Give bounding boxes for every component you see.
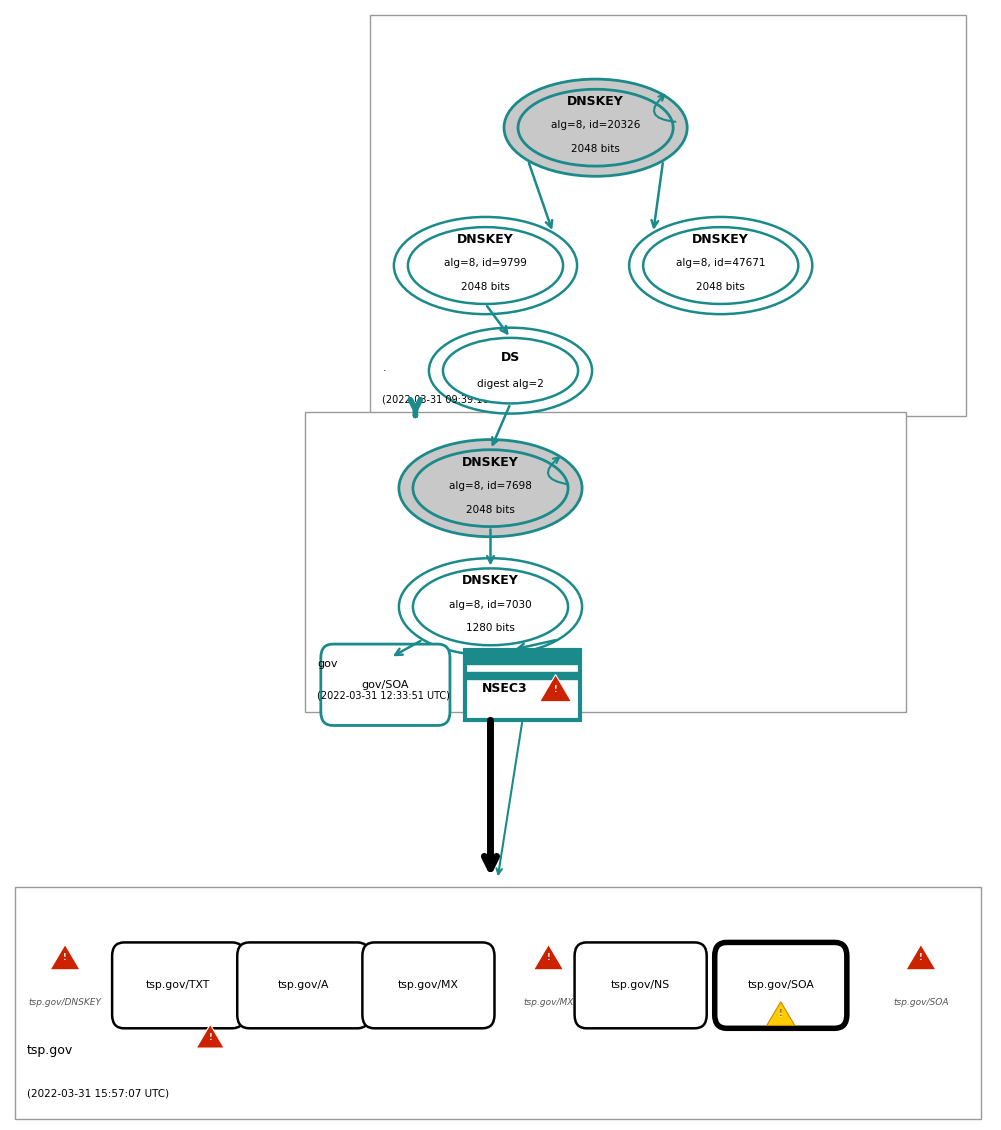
Bar — [15, 887, 981, 1119]
Text: tsp.gov/MX: tsp.gov/MX — [398, 981, 458, 990]
Text: 2048 bits: 2048 bits — [461, 282, 510, 292]
Polygon shape — [534, 945, 564, 970]
Ellipse shape — [505, 79, 687, 176]
FancyBboxPatch shape — [112, 942, 244, 1028]
Text: .: . — [382, 363, 386, 373]
Bar — [464, 671, 581, 679]
Text: !: ! — [919, 954, 923, 963]
Text: DNSKEY: DNSKEY — [462, 574, 519, 588]
FancyBboxPatch shape — [362, 942, 494, 1028]
Text: alg=8, id=7698: alg=8, id=7698 — [449, 481, 532, 490]
Polygon shape — [50, 945, 80, 970]
Text: 2048 bits: 2048 bits — [572, 145, 620, 154]
Bar — [464, 650, 581, 720]
Ellipse shape — [413, 568, 569, 645]
Text: !: ! — [63, 954, 67, 963]
Text: tsp.gov/DNSKEY: tsp.gov/DNSKEY — [29, 998, 101, 1007]
Text: !: ! — [547, 954, 551, 963]
Text: NSEC3: NSEC3 — [481, 681, 528, 695]
Text: tsp.gov/SOA: tsp.gov/SOA — [748, 981, 814, 990]
Ellipse shape — [413, 450, 569, 527]
Text: (2022-03-31 15:57:07 UTC): (2022-03-31 15:57:07 UTC) — [27, 1088, 169, 1098]
Text: tsp.gov/NS: tsp.gov/NS — [611, 981, 671, 990]
Ellipse shape — [408, 227, 563, 304]
Ellipse shape — [442, 338, 579, 403]
Text: DS: DS — [500, 350, 521, 364]
Text: !: ! — [554, 685, 558, 694]
Text: alg=8, id=7030: alg=8, id=7030 — [449, 600, 532, 609]
Text: alg=8, id=20326: alg=8, id=20326 — [551, 121, 641, 130]
Text: !: ! — [208, 1033, 212, 1042]
Bar — [370, 15, 966, 416]
Text: tsp.gov: tsp.gov — [27, 1043, 73, 1057]
FancyBboxPatch shape — [237, 942, 369, 1028]
Ellipse shape — [643, 227, 799, 304]
Text: 2048 bits: 2048 bits — [697, 282, 745, 292]
Ellipse shape — [519, 89, 673, 166]
Text: (2022-03-31 09:39:16 UTC): (2022-03-31 09:39:16 UTC) — [382, 394, 515, 405]
Ellipse shape — [630, 217, 813, 314]
Text: tsp.gov/A: tsp.gov/A — [277, 981, 329, 990]
Text: 1280 bits: 1280 bits — [466, 624, 515, 633]
Text: !: ! — [779, 1010, 783, 1019]
Bar — [464, 650, 581, 664]
Ellipse shape — [398, 440, 583, 537]
Text: !: ! — [779, 1009, 783, 1018]
Polygon shape — [767, 1002, 795, 1026]
Text: tsp.gov/MX: tsp.gov/MX — [524, 998, 574, 1007]
Text: (2022-03-31 12:33:51 UTC): (2022-03-31 12:33:51 UTC) — [317, 690, 450, 701]
FancyBboxPatch shape — [575, 942, 707, 1028]
Text: alg=8, id=9799: alg=8, id=9799 — [444, 259, 527, 268]
Text: tsp.gov/SOA: tsp.gov/SOA — [893, 998, 949, 1007]
Polygon shape — [540, 675, 572, 702]
Text: digest alg=2: digest alg=2 — [477, 380, 544, 389]
Text: 2048 bits: 2048 bits — [466, 505, 515, 514]
Ellipse shape — [428, 328, 593, 414]
Text: DNSKEY: DNSKEY — [462, 455, 519, 469]
Text: gov/SOA: gov/SOA — [361, 680, 409, 689]
Text: DNSKEY: DNSKEY — [693, 233, 749, 246]
FancyBboxPatch shape — [320, 644, 450, 725]
Ellipse shape — [398, 558, 583, 655]
Polygon shape — [906, 945, 936, 970]
Text: alg=8, id=47671: alg=8, id=47671 — [676, 259, 766, 268]
Text: DNSKEY: DNSKEY — [568, 95, 624, 108]
Ellipse shape — [394, 217, 577, 314]
Bar — [305, 412, 906, 712]
Text: gov: gov — [317, 659, 337, 669]
Text: DNSKEY: DNSKEY — [457, 233, 514, 246]
FancyBboxPatch shape — [715, 942, 847, 1028]
Polygon shape — [196, 1024, 224, 1049]
Text: tsp.gov/TXT: tsp.gov/TXT — [146, 981, 210, 990]
